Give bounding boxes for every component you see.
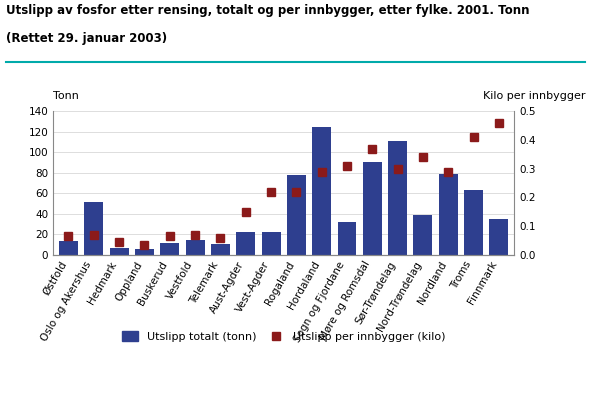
Bar [414, 215, 433, 255]
Bar [388, 141, 407, 255]
Text: Tonn: Tonn [53, 92, 79, 101]
Bar [211, 244, 230, 255]
Bar [236, 232, 255, 255]
Bar [84, 201, 103, 255]
Bar [489, 219, 508, 255]
Bar [135, 249, 154, 255]
Bar [363, 162, 382, 255]
Bar [439, 174, 458, 255]
Bar [160, 244, 179, 255]
Text: (Rettet 29. januar 2003): (Rettet 29. januar 2003) [6, 32, 167, 45]
Legend: Utslipp totalt (tonn), Utslipp per innbygger (kilo): Utslipp totalt (tonn), Utslipp per innby… [117, 327, 450, 347]
Bar [337, 222, 356, 255]
Bar [464, 190, 483, 255]
Bar [59, 242, 78, 255]
Bar [261, 232, 281, 255]
Bar [312, 127, 331, 255]
Bar [186, 240, 204, 255]
Text: Utslipp av fosfor etter rensing, totalt og per innbygger, etter fylke. 2001. Ton: Utslipp av fosfor etter rensing, totalt … [6, 4, 530, 17]
Bar [287, 175, 306, 255]
Bar [109, 248, 128, 255]
Text: Kilo per innbygger: Kilo per innbygger [483, 92, 585, 101]
